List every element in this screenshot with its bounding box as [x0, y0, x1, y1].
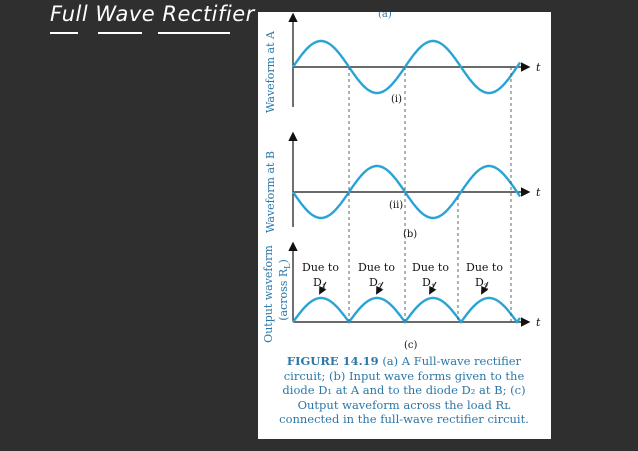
period-guides — [348, 67, 512, 322]
t-label-c: t — [536, 316, 541, 329]
caption-figure-number: FIGURE 14.19 — [286, 354, 379, 368]
handwritten-title: Full Wave Rectifier — [50, 2, 255, 34]
caption-text: (a) A Full-wave rectifier circuit; (b) I… — [279, 354, 529, 427]
arrow-4 — [481, 281, 489, 295]
diode-3-label: D1 — [422, 276, 435, 291]
due-to-labels: Due to D1 Due to D2 Due to D1 Due to D2 — [302, 261, 503, 291]
label-i: (i) — [391, 94, 402, 105]
t-label-a: t — [536, 61, 541, 74]
waveform-figure: (a) Waveform at A Waveform at B Output w… — [262, 12, 541, 351]
arrow-3 — [429, 281, 437, 295]
waveform-a-curve — [292, 39, 521, 95]
due-to-arrows — [319, 281, 489, 295]
arrow-2 — [376, 281, 384, 295]
diode-4-label: D2 — [475, 276, 488, 291]
output-waveform-curve — [292, 296, 521, 324]
diode-1-label: D1 — [313, 276, 326, 291]
due-to-2: Due to — [358, 261, 395, 274]
axes-group — [288, 12, 531, 327]
figure-panel: (a) Waveform at A Waveform at B Output w… — [258, 12, 551, 439]
label-a: (a) — [378, 12, 392, 20]
figure-caption: FIGURE 14.19 (a) A Full-wave rectifier c… — [266, 354, 542, 427]
t-label-b: t — [536, 186, 541, 199]
waveform-a-label: Waveform at A — [264, 30, 277, 113]
label-c: (c) — [404, 340, 418, 351]
waveform-b-label: Waveform at B — [264, 151, 277, 233]
output-label-line1: Output waveform — [262, 245, 275, 343]
waveform-b-curve — [292, 164, 521, 220]
label-ii: (ii) — [389, 200, 403, 211]
due-to-3: Due to — [412, 261, 449, 274]
output-label-line2: (across RL) — [277, 259, 292, 321]
due-to-4: Due to — [466, 261, 503, 274]
due-to-1: Due to — [302, 261, 339, 274]
arrow-1 — [319, 281, 327, 295]
diode-2-label: D2 — [369, 276, 382, 291]
label-b: (b) — [403, 229, 417, 240]
